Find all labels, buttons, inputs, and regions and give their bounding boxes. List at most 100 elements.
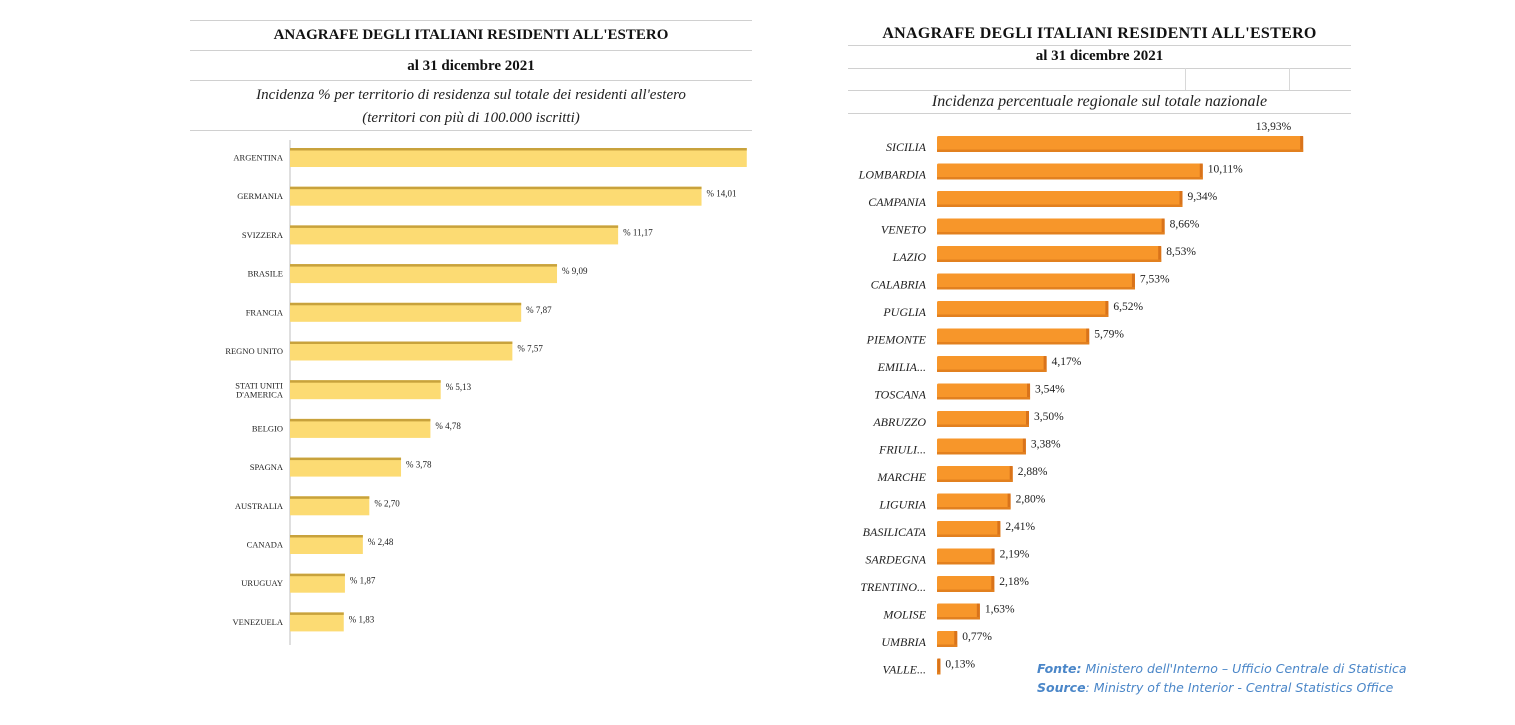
bar [937,273,1135,290]
data-label: % 4,78 [435,421,461,431]
bar [290,457,402,477]
category-label: VALLE... [883,663,926,677]
category-label: URUGUAY [241,578,283,588]
category-label: SARDEGNA [865,553,926,567]
bar-group [937,273,1135,290]
bar [937,631,958,647]
category-label: LAZIO [892,250,927,264]
bar-group [937,328,1090,345]
bar-top-edge [290,457,402,461]
bar-group [937,576,995,592]
category-label: BRASILE [248,269,283,279]
data-label: 10,11% [1208,164,1243,176]
bar [290,418,431,438]
bar-bottom-shade [937,479,1013,482]
bar-end-shade [1179,191,1183,207]
bar-end-shade [1105,301,1109,317]
source-label: Source [1037,680,1086,695]
bar-top-edge [290,418,431,422]
bar-bottom-shade [937,259,1162,262]
bar-top-edge [290,186,702,190]
bar-end-shade [1131,273,1135,290]
bar-end-shade [937,658,941,675]
category-label: UMBRIA [881,635,926,649]
bar-bottom-shade [937,149,1304,152]
bar [937,356,1047,372]
data-label: 0,13% [945,659,975,671]
data-label: 2,80% [1016,494,1046,506]
bar-bottom-shade [937,424,1029,427]
bar-bottom-shade [937,314,1109,317]
bar-bottom-shade [937,232,1165,235]
bar [290,302,522,322]
left-chart-title: ANAGRAFE DEGLI ITALIANI RESIDENTI ALL'ES… [273,27,669,43]
bar-bottom-shade [937,617,980,620]
bar-bottom-shade [937,589,995,592]
bar-bottom-shade [937,397,1031,400]
left-bar-chart: ARGENTINA% 15,55GERMANIA% 14,01SVIZZERA%… [225,140,752,645]
bar-group [937,246,1162,262]
category-label: SVIZZERA [242,230,284,240]
bar [290,380,441,400]
category-label: TOSCANA [874,388,926,402]
data-label: 5,79% [1094,329,1124,341]
bar-end-shade [1199,163,1203,180]
bar-group [937,163,1203,180]
bar-group [937,383,1031,400]
bar-end-shade [1161,218,1165,235]
bar-top-edge [290,148,747,151]
category-label: VENETO [881,223,926,237]
bar [290,612,344,632]
bar [937,521,1001,537]
bar-group [937,136,1304,152]
divider [848,68,1351,69]
bar-group [937,631,958,647]
bar-top-edge [290,264,558,267]
bar-bottom-shade [937,534,1001,537]
bar [937,163,1203,180]
bar [937,218,1165,235]
bar-end-shade [1027,383,1031,400]
bar [937,438,1026,455]
right-bar-chart: SICILIA 13,93% LOMBARDIA 10,11% CAMPANIA 9,34… [858,121,1304,677]
category-label: PIEMONTE [866,333,927,347]
category-label: CALABRIA [871,278,927,292]
bar-top-edge [290,535,363,538]
bar [290,341,513,361]
bar-group [937,548,995,565]
data-label: 2,88% [1018,466,1048,478]
category-label: MARCHE [876,470,926,484]
bar [937,576,995,592]
right-chart-subtitle: Incidenza percentuale regionale sul tota… [931,93,1268,110]
data-label: % 3,78 [406,460,432,470]
category-label: LIGURIA [878,498,926,512]
source-text: : Ministry of the Interior - Central Sta… [1085,680,1394,695]
bar-bottom-shade [937,644,958,647]
bar [937,191,1183,207]
bar [290,264,558,284]
data-label: 8,66% [1170,219,1200,231]
category-label: LOMBARDIA [858,168,927,182]
data-label: % 7,57 [517,344,543,354]
bar-group [937,438,1026,455]
left-chart-date: al 31 dicembre 2021 [407,58,535,74]
category-label: PUGLIA [882,305,926,319]
bar-bottom-shade [937,287,1135,290]
data-label: % 7,87 [526,305,552,315]
data-label: 9,34% [1188,191,1218,203]
bar [290,535,363,554]
bar-group [937,411,1029,427]
left-chart-subtitle: Incidenza % per territorio di residenza … [256,87,686,103]
bar-end-shade [1158,246,1162,262]
data-label: % 2,48 [368,537,394,547]
bar-bottom-shade [937,342,1090,345]
category-label: FRIULI... [878,443,926,457]
right-chart-title: ANAGRAFE DEGLI ITALIANI RESIDENTI ALL'ES… [882,25,1317,42]
category-label: ABRUZZO [872,415,926,429]
bar-top-edge [290,573,345,577]
bar [937,328,1090,345]
category-label: BELGIO [252,423,283,433]
category-label: AUSTRALIA [235,501,284,511]
bar-end-shade [1007,493,1011,510]
bar [290,496,370,516]
